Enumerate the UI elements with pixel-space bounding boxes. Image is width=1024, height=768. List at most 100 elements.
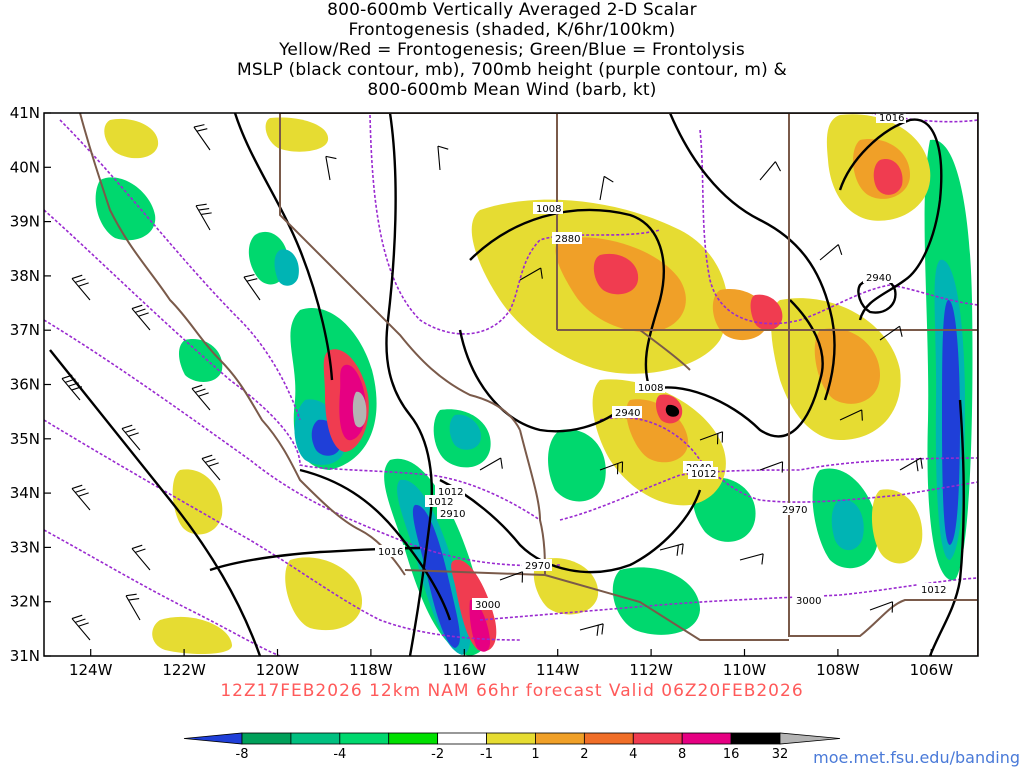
svg-text:1012: 1012	[921, 585, 946, 596]
mslp-label: 1016	[876, 113, 906, 124]
wind-barb	[325, 155, 337, 181]
shade-patch	[285, 557, 363, 631]
x-tick-label: 120W	[256, 661, 300, 679]
wind-barb	[499, 571, 524, 583]
wind-barb	[201, 454, 221, 481]
height-label: 2970	[779, 503, 809, 516]
colorbar-box	[730, 732, 781, 745]
shade-patch	[750, 294, 783, 331]
wind-barb	[599, 175, 614, 201]
x-tick-label: 106W	[910, 661, 954, 679]
height-label: 2970	[522, 559, 552, 572]
height-label: 2940	[863, 271, 893, 284]
mslp-contour	[299, 468, 452, 621]
wind-barb	[195, 203, 212, 231]
title-line-5: 800-600mb Mean Wind (barb, kt)	[367, 80, 657, 100]
height-label: 3000	[472, 598, 502, 611]
colorbar-label: -8	[236, 747, 249, 762]
wind-barb	[479, 457, 503, 471]
height-contour	[59, 119, 301, 421]
y-tick-label: 38N	[10, 267, 40, 285]
wind-barb	[879, 325, 903, 341]
wind-barb	[699, 431, 724, 445]
mslp-label: 1008	[533, 202, 563, 215]
chart-title: 800-600mb Vertically Averaged 2-D Scalar…	[0, 0, 1024, 100]
title-line-1: 800-600mb Vertically Averaged 2-D Scalar	[327, 0, 697, 20]
svg-text:2970: 2970	[525, 561, 550, 572]
title-line-3: Yellow/Red = Frontogenesis; Green/Blue =…	[279, 40, 745, 60]
height-contour	[44, 419, 521, 641]
colorbar-box	[535, 732, 585, 745]
height-label: 2880	[552, 232, 582, 245]
x-tick-label: 122W	[162, 661, 206, 679]
colorbar-box	[486, 732, 536, 745]
y-tick-label: 40N	[10, 158, 40, 176]
y-axis: 41N 40N 39N 38N 37N 36N 35N 34N 33N 32N 31N	[10, 104, 51, 665]
y-tick-label: 36N	[10, 376, 40, 394]
colorbar-arrow-right	[779, 732, 841, 745]
y-tick-label: 39N	[10, 213, 40, 231]
mslp-label: 1008	[635, 381, 665, 394]
wind-barb	[759, 161, 782, 181]
height-contour	[699, 129, 978, 325]
state-border	[279, 113, 521, 431]
shade-patch	[104, 118, 159, 159]
colorbar-label: 8	[678, 747, 686, 762]
forecast-valid-time: 12Z17FEB2026 12km NAM 66hr forecast Vali…	[220, 681, 804, 701]
svg-text:2880: 2880	[555, 234, 580, 245]
svg-text:3000: 3000	[475, 600, 500, 611]
colorbar-label: 32	[772, 747, 789, 762]
svg-text:1012: 1012	[428, 497, 453, 508]
x-tick-label: 114W	[536, 661, 580, 679]
wind-barb	[839, 409, 863, 421]
wind-barb	[659, 543, 684, 556]
shade-patch	[593, 253, 639, 295]
wind-barb	[579, 623, 604, 636]
mslp-contour	[928, 399, 965, 656]
shade-patch	[95, 177, 156, 241]
colorbar-box	[583, 732, 634, 745]
source-url: moe.met.fsu.edu/banding	[813, 748, 1020, 767]
colorbar-label: -4	[333, 747, 346, 762]
mslp-label: 1016	[375, 545, 405, 558]
shade-patch	[274, 249, 299, 286]
shade-patch	[449, 414, 481, 450]
mslp-contour	[668, 113, 836, 401]
mslp-contour	[439, 478, 702, 574]
title-line-4: MSLP (black contour, mb), 700mb height (…	[236, 60, 788, 80]
height-contour	[44, 319, 561, 567]
wind-barb	[899, 457, 923, 472]
colorbar-box	[241, 732, 292, 745]
y-tick-label: 31N	[10, 647, 40, 665]
shade-patch	[665, 404, 680, 417]
svg-text:1012: 1012	[691, 469, 716, 480]
state-border	[519, 429, 546, 576]
wind-barb	[71, 484, 91, 511]
wind-barb	[191, 384, 211, 411]
wind-barbs	[61, 124, 923, 641]
colorbar-box	[290, 732, 341, 745]
y-tick-label: 32N	[10, 593, 40, 611]
svg-text:1016: 1016	[378, 547, 403, 558]
shade-patch	[814, 328, 880, 404]
wind-barb	[759, 461, 784, 473]
colorbar-box	[437, 732, 487, 745]
mslp-contour	[233, 113, 334, 381]
colorbar: -8 -4 -2 -1 1 2 4 8 16 32	[183, 732, 841, 762]
x-tick-label: 118W	[349, 661, 393, 679]
state-border	[639, 329, 691, 371]
height-label: 3000	[793, 594, 823, 607]
shade-patch	[873, 159, 903, 195]
colorbar-label: -2	[431, 747, 444, 762]
wind-barb	[599, 461, 624, 475]
wind-barb	[71, 614, 91, 641]
y-tick-label: 33N	[10, 538, 40, 556]
svg-text:1016: 1016	[879, 113, 904, 124]
wind-barb	[121, 424, 141, 451]
colorbar-arrow-left	[183, 732, 243, 745]
colorbar-label: 4	[629, 747, 637, 762]
colorbar-box	[632, 732, 683, 745]
wind-barb	[125, 593, 141, 621]
mslp-label: 1012	[425, 495, 455, 508]
svg-text:2940: 2940	[866, 273, 891, 284]
